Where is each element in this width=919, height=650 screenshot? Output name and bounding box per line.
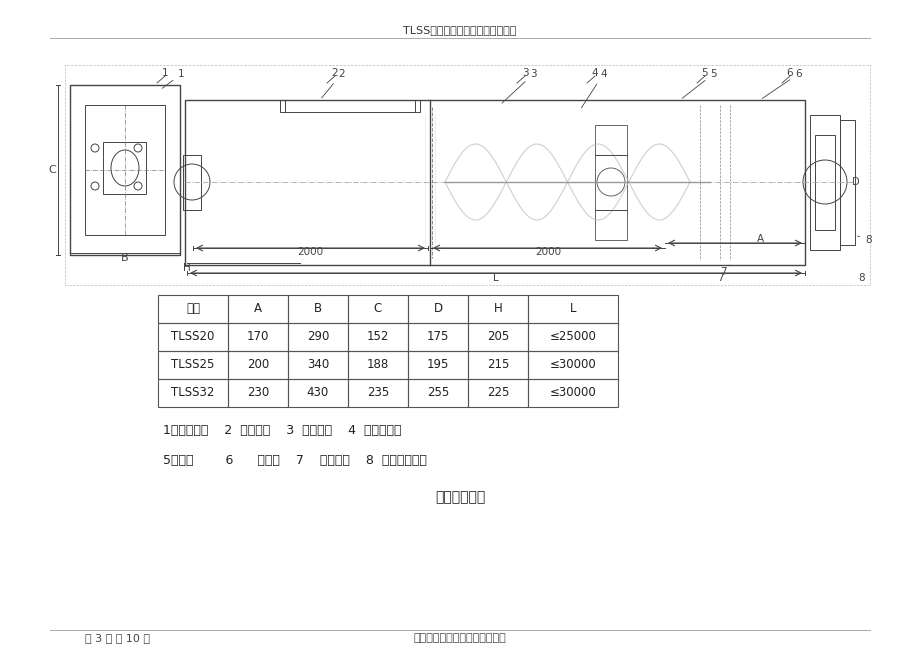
Text: 152: 152: [367, 330, 389, 343]
Text: 4: 4: [581, 69, 606, 108]
Text: 3: 3: [521, 68, 528, 78]
Text: D: D: [433, 302, 442, 315]
Bar: [158, 379, 228, 407]
Bar: [407, 295, 468, 323]
Text: 图一、结构图: 图一、结构图: [435, 490, 484, 504]
Bar: [528, 295, 618, 323]
Text: B: B: [313, 302, 322, 315]
Text: L: L: [493, 273, 498, 283]
Bar: [595, 125, 627, 240]
Text: 型号: 型号: [186, 302, 199, 315]
Text: D: D: [851, 177, 858, 187]
Text: 8: 8: [857, 235, 870, 245]
Bar: [528, 351, 618, 379]
Bar: [528, 323, 618, 351]
Text: 第 3 页 共 10 页: 第 3 页 共 10 页: [85, 633, 150, 643]
Bar: [814, 135, 834, 230]
Bar: [279, 100, 420, 112]
Bar: [85, 105, 165, 235]
Text: 290: 290: [306, 330, 329, 343]
Bar: [158, 351, 228, 379]
Text: 4: 4: [591, 68, 597, 78]
Bar: [288, 323, 347, 351]
Bar: [528, 379, 618, 407]
Text: 8: 8: [857, 273, 865, 283]
Bar: [183, 155, 200, 210]
Bar: [839, 120, 854, 245]
Text: 205: 205: [486, 330, 508, 343]
Text: TLSS型系列螺旋输送机使用说明书: TLSS型系列螺旋输送机使用说明书: [403, 25, 516, 35]
Text: TLSS32: TLSS32: [171, 387, 214, 400]
Bar: [185, 100, 804, 265]
Text: 430: 430: [307, 387, 329, 400]
Text: 2000: 2000: [534, 247, 561, 257]
Bar: [158, 323, 228, 351]
Text: 2: 2: [332, 68, 338, 78]
Text: B: B: [121, 253, 129, 263]
Text: 340: 340: [307, 359, 329, 372]
Text: 175: 175: [426, 330, 448, 343]
Bar: [347, 323, 407, 351]
Bar: [288, 351, 347, 379]
Bar: [288, 379, 347, 407]
Text: H: H: [183, 263, 190, 273]
Text: A: A: [254, 302, 262, 315]
Text: 7: 7: [720, 265, 729, 277]
Text: TLSS20: TLSS20: [171, 330, 214, 343]
Text: 1: 1: [162, 69, 185, 88]
Text: 1: 1: [162, 68, 168, 78]
Bar: [70, 85, 180, 255]
Bar: [468, 295, 528, 323]
Bar: [468, 379, 528, 407]
Bar: [65, 65, 869, 285]
Bar: [468, 323, 528, 351]
Bar: [288, 295, 347, 323]
Text: 225: 225: [486, 387, 508, 400]
Bar: [407, 351, 468, 379]
Bar: [407, 323, 468, 351]
Text: 1、减速电机    2  、进料口    3  、螺旋轴    4  、悬拉轴承: 1、减速电机 2 、进料口 3 、螺旋轴 4 、悬拉轴承: [163, 424, 401, 437]
Text: ≤25000: ≤25000: [549, 330, 596, 343]
Bar: [158, 295, 228, 323]
Text: 5: 5: [682, 69, 716, 98]
Text: 2000: 2000: [297, 247, 323, 257]
Bar: [407, 379, 468, 407]
Text: 5: 5: [701, 68, 708, 78]
Bar: [228, 379, 288, 407]
Text: 235: 235: [367, 387, 389, 400]
Text: A: A: [755, 234, 763, 244]
Text: H: H: [494, 302, 502, 315]
Text: 200: 200: [246, 359, 269, 372]
Bar: [347, 295, 407, 323]
Text: 230: 230: [246, 387, 269, 400]
Bar: [347, 351, 407, 379]
Text: C: C: [48, 165, 56, 175]
Text: L: L: [569, 302, 575, 315]
Text: 3: 3: [502, 69, 536, 103]
Bar: [809, 115, 839, 250]
Bar: [228, 323, 288, 351]
Bar: [103, 142, 146, 194]
Bar: [468, 351, 528, 379]
Bar: [228, 295, 288, 323]
Bar: [228, 351, 288, 379]
Text: 255: 255: [426, 387, 448, 400]
Bar: [347, 379, 407, 407]
Text: 7: 7: [716, 273, 722, 283]
Text: C: C: [373, 302, 381, 315]
Text: 6: 6: [786, 68, 792, 78]
Text: 195: 195: [426, 359, 448, 372]
Text: 2: 2: [322, 69, 345, 98]
Text: ≤30000: ≤30000: [549, 359, 596, 372]
Text: 5、机盖        6      、机壳    7    、出料口    8  、两端轴承座: 5、机盖 6 、机壳 7 、出料口 8 、两端轴承座: [163, 454, 426, 467]
Text: 188: 188: [367, 359, 389, 372]
Text: 170: 170: [246, 330, 269, 343]
Text: TLSS25: TLSS25: [171, 359, 214, 372]
Text: 湖北三江航天机电设备有限公司: 湖北三江航天机电设备有限公司: [414, 633, 505, 643]
Text: ≤30000: ≤30000: [549, 387, 596, 400]
Text: 215: 215: [486, 359, 508, 372]
Text: 6: 6: [762, 69, 800, 98]
